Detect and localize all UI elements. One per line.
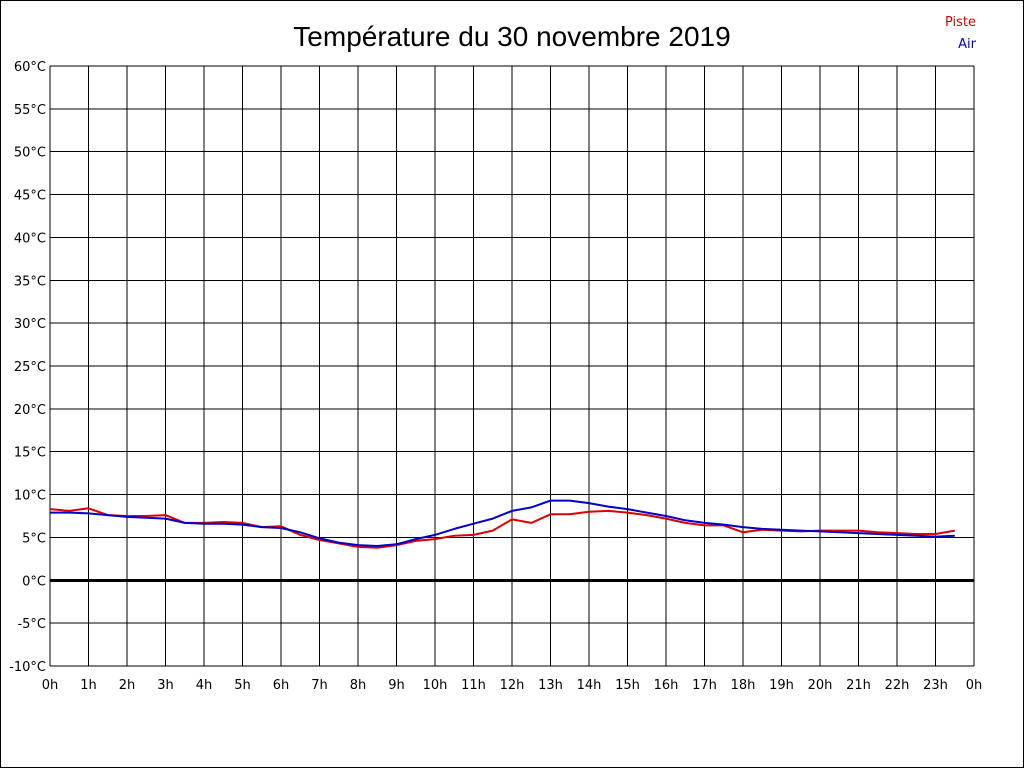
y-axis-ticks: 60°C 55°C 50°C 45°C 40°C 35°C 30°C 25°C 20°C 15°C… (9, 60, 46, 675)
y-tick-label: 15°C (14, 446, 46, 461)
x-tick-label: 10h (423, 678, 448, 693)
x-tick-label: 22h (885, 678, 910, 693)
chart-title: Température du 30 novembre 2019 (293, 21, 730, 52)
x-tick-label: 13h (538, 678, 563, 693)
y-tick-label: 5°C (22, 531, 46, 546)
grid (49, 65, 975, 667)
y-tick-label: -5°C (17, 617, 46, 632)
y-tick-label: 60°C (14, 60, 46, 75)
y-tick-label: 55°C (14, 103, 46, 118)
x-tick-label: 23h (923, 678, 948, 693)
x-tick-label: 9h (388, 678, 405, 693)
x-tick-label: 11h (461, 678, 486, 693)
series-lines (49, 499, 955, 549)
x-tick-label: 14h (577, 678, 602, 693)
x-tick-label: 17h (692, 678, 717, 693)
y-tick-label: 20°C (14, 403, 46, 418)
x-tick-label: 6h (273, 678, 290, 693)
x-tick-label: 0h (42, 678, 59, 693)
y-tick-label: 10°C (14, 489, 46, 504)
x-tick-label: 18h (731, 678, 756, 693)
x-tick-label: 8h (350, 678, 367, 693)
x-tick-label: 7h (311, 678, 328, 693)
legend: Piste Air (945, 15, 977, 52)
legend-entry-piste: Piste (945, 15, 976, 30)
x-tick-label: 21h (846, 678, 871, 693)
x-tick-label: 5h (234, 678, 251, 693)
x-tick-label: 15h (615, 678, 640, 693)
y-tick-label: 40°C (14, 231, 46, 246)
y-tick-label: 0°C (22, 574, 46, 589)
x-tick-label: 16h (654, 678, 679, 693)
x-tick-label: 0h (966, 678, 983, 693)
x-tick-label: 4h (196, 678, 213, 693)
y-tick-label: -10°C (9, 660, 46, 675)
y-tick-label: 35°C (14, 274, 46, 289)
legend-entry-air: Air (958, 37, 977, 52)
x-tick-label: 20h (808, 678, 833, 693)
x-tick-label: 3h (157, 678, 174, 693)
x-tick-label: 12h (500, 678, 525, 693)
x-axis-ticks: 0h 1h 2h 3h 4h 5h 6h 7h 8h 9h 10h 11h 12h 13h 14h 15h 16… (42, 678, 983, 693)
x-tick-label: 1h (80, 678, 97, 693)
y-tick-label: 25°C (14, 360, 46, 375)
y-tick-label: 45°C (14, 189, 46, 204)
y-tick-label: 30°C (14, 317, 46, 332)
series-line-air (50, 499, 955, 547)
x-tick-label: 19h (769, 678, 794, 693)
x-tick-label: 2h (119, 678, 136, 693)
y-tick-label: 50°C (14, 146, 46, 161)
